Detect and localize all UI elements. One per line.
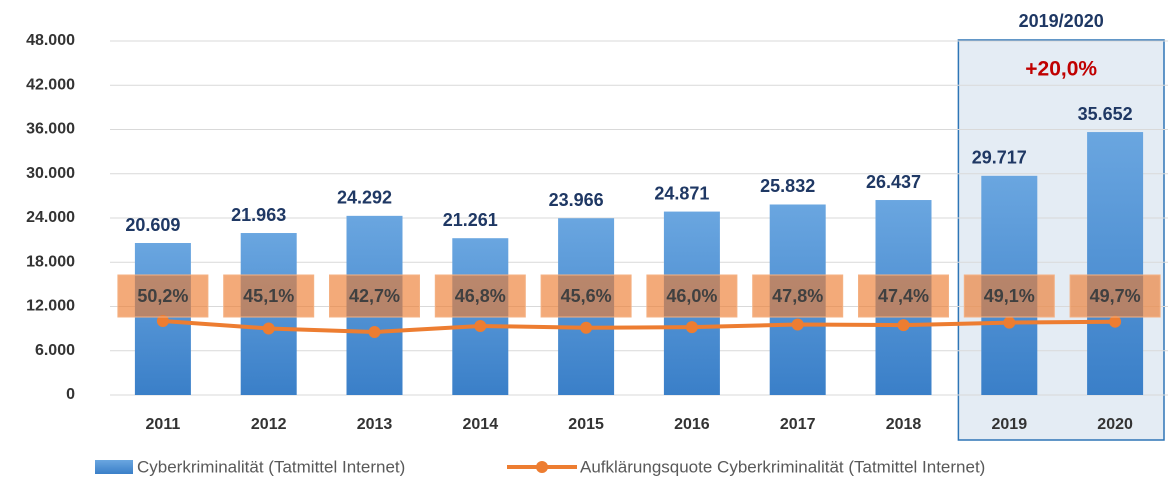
legend-swatch: [95, 460, 133, 474]
bar-value-label: 20.609: [125, 215, 180, 235]
line: [162, 318, 1116, 335]
line-label-box: [646, 274, 738, 318]
x-tick-label: 2019: [992, 416, 1028, 433]
line-label-box: [858, 274, 949, 318]
line-marker: [791, 318, 804, 331]
x-tick-label: 2016: [674, 416, 710, 433]
line-value-label: 45,6%: [561, 286, 612, 306]
annotation: +20,0%: [1025, 58, 1097, 81]
line-marker: [156, 314, 169, 327]
legend-swatch: [536, 461, 548, 473]
bar-value-label: 21.261: [443, 210, 498, 230]
y-tick-label: 12.000: [26, 298, 75, 315]
bar-value-label: 24.871: [654, 183, 709, 203]
line-label-box: [223, 274, 315, 318]
line-value-label: 42,7%: [349, 286, 400, 306]
line-value-label: 45,1%: [243, 286, 294, 306]
line-value-label: 50,2%: [137, 286, 188, 306]
annotation: 2019/2020: [1019, 11, 1104, 31]
y-tick-label: 0: [66, 386, 75, 403]
y-tick-label: 18.000: [26, 253, 75, 270]
line-label-box: [434, 274, 526, 318]
line-marker: [1003, 316, 1016, 329]
bar-value-label: 25.832: [760, 176, 815, 196]
bar: [1087, 132, 1144, 395]
line-value-label: 47,8%: [772, 286, 823, 306]
x-tick-label: 2014: [463, 416, 499, 433]
line-value-label: 46,8%: [455, 286, 506, 306]
line-label-box: [963, 274, 1055, 318]
y-tick-label: 24.000: [26, 209, 75, 226]
x-tick-label: 2020: [1097, 416, 1133, 433]
x-tick-label: 2013: [357, 416, 393, 433]
line-label-box: [752, 274, 844, 318]
x-tick-label: 2012: [251, 416, 287, 433]
line-marker: [262, 322, 275, 335]
legend-label: Aufklärungsquote Cyberkriminalität (Tatm…: [580, 457, 985, 476]
line-label-box: [1069, 274, 1161, 318]
bar-value-label: 26.437: [866, 172, 921, 192]
line-label-box: [329, 274, 420, 318]
line-marker: [685, 321, 698, 334]
x-tick-label: 2015: [568, 416, 604, 433]
y-tick-label: 42.000: [26, 76, 75, 93]
x-tick-label: 2018: [886, 416, 922, 433]
line-label-box: [117, 274, 209, 318]
y-tick-label: 36.000: [26, 121, 75, 138]
bar-value-label: 24.292: [337, 188, 392, 208]
line-label-box: [540, 274, 632, 318]
line-value-label: 49,1%: [984, 286, 1035, 306]
bar-value-label: 23.966: [549, 190, 604, 210]
y-tick-label: 30.000: [26, 165, 75, 182]
legend-label: Cyberkriminalität (Tatmittel Internet): [137, 457, 405, 476]
y-tick-label: 48.000: [26, 32, 75, 49]
x-tick-label: 2017: [780, 416, 816, 433]
line-marker: [897, 319, 910, 332]
line-marker: [474, 319, 487, 332]
x-tick-label: 2011: [146, 416, 181, 433]
y-tick-label: 6.000: [35, 342, 75, 359]
line-marker: [368, 326, 381, 339]
line-value-label: 47,4%: [878, 286, 929, 306]
line-value-label: 49,7%: [1090, 286, 1141, 306]
bar-value-label: 35.652: [1078, 104, 1133, 124]
line-marker: [580, 321, 593, 334]
line-marker: [1109, 315, 1122, 328]
line-value-label: 46,0%: [666, 286, 717, 306]
bar-value-label: 29.717: [972, 148, 1027, 168]
bar-value-label: 21.963: [231, 205, 286, 225]
